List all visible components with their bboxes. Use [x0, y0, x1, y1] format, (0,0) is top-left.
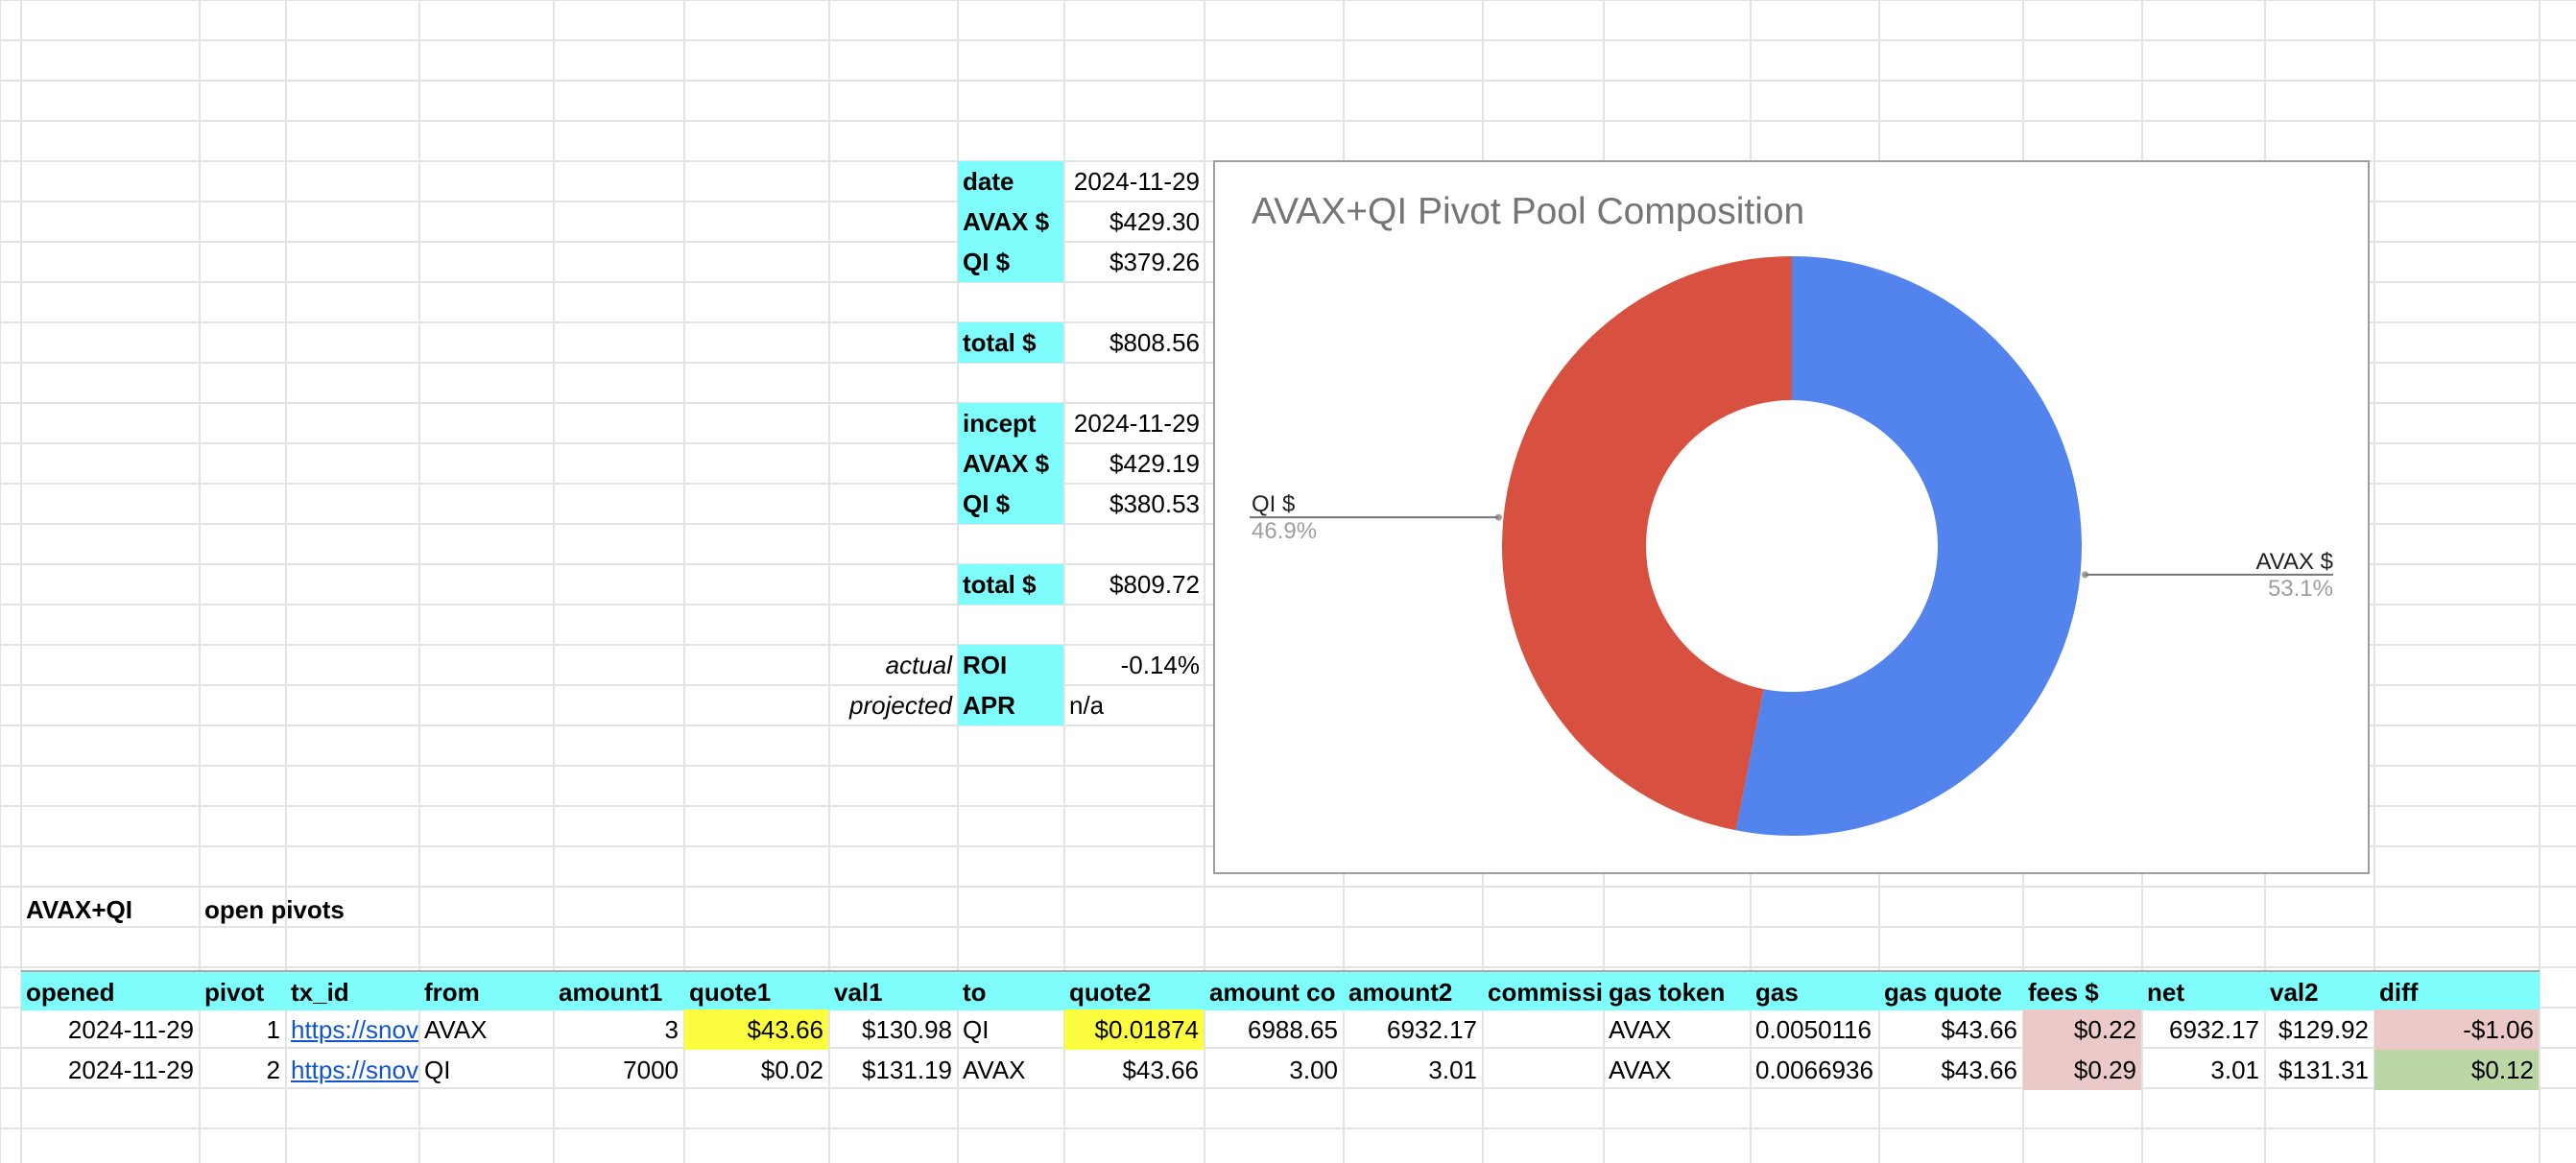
cell-val2[interactable]: $129.92	[2278, 1015, 2369, 1044]
pair-label[interactable]: AVAX+QI	[26, 895, 133, 924]
summary-label[interactable]: date	[958, 161, 1063, 202]
summary-value[interactable]: -0.14%	[1120, 651, 1200, 679]
header-gas-token[interactable]: gas token	[1604, 970, 1751, 1010]
summary-label[interactable]: total $	[958, 564, 1063, 605]
cell-amount1[interactable]: 7000	[623, 1056, 679, 1084]
summary-qualifier[interactable]: projected	[849, 691, 952, 720]
cell-net[interactable]: 6932.17	[2169, 1015, 2259, 1044]
header-commission[interactable]: commissi	[1483, 970, 1604, 1010]
cell-diff[interactable]: $0.12	[2374, 1050, 2539, 1090]
summary-label[interactable]: QI $	[958, 484, 1063, 524]
summary-qualifier[interactable]	[684, 161, 957, 202]
cell-fees[interactable]: $0.29	[2023, 1050, 2141, 1090]
header-quote2[interactable]: quote2	[1064, 970, 1205, 1010]
leader-dot	[2082, 571, 2089, 579]
cell-pivot[interactable]: 2	[266, 1056, 280, 1084]
summary-qualifier[interactable]	[684, 242, 957, 282]
cell-quote2[interactable]: $0.01874	[1064, 1009, 1204, 1050]
donut-chart-svg: AVAX $53.1% QI $46.9%	[1250, 256, 2333, 836]
header-amount2[interactable]: amount2	[1344, 970, 1483, 1010]
slice-avax	[1735, 256, 2082, 836]
summary-label[interactable]: AVAX $	[958, 443, 1063, 484]
cell-val1[interactable]: $131.19	[862, 1056, 952, 1084]
cell-quote2[interactable]: $43.66	[1122, 1056, 1199, 1084]
cell-diff[interactable]: -$1.06	[2374, 1009, 2539, 1050]
summary-value[interactable]: $809.72	[1109, 570, 1200, 599]
header-to[interactable]: to	[958, 970, 1064, 1010]
header-net[interactable]: net	[2142, 970, 2265, 1010]
slice-percent: 46.9%	[1252, 518, 1317, 544]
cell-gas[interactable]: 0.0066936	[1755, 1056, 1873, 1084]
summary-label[interactable]: ROI	[958, 645, 1063, 685]
header-val1[interactable]: val1	[829, 970, 958, 1010]
cell-pivot[interactable]: 1	[266, 1015, 280, 1044]
cell-gas[interactable]: 0.0050116	[1755, 1015, 1872, 1044]
slice-label: AVAX $	[2256, 549, 2333, 575]
header-fees[interactable]: fees $	[2023, 970, 2142, 1010]
header-diff[interactable]: diff	[2374, 970, 2540, 1010]
summary-qualifier[interactable]	[684, 202, 957, 242]
cell-val2[interactable]: $131.31	[2278, 1056, 2369, 1084]
cell-gas-quote[interactable]: $43.66	[1941, 1015, 2017, 1044]
slice-label: QI $	[1252, 491, 1295, 517]
slice-percent: 53.1%	[2268, 576, 2333, 602]
summary-qualifier[interactable]	[684, 322, 957, 363]
header-quote1[interactable]: quote1	[684, 970, 829, 1010]
summary-value[interactable]: $379.26	[1109, 248, 1200, 276]
cell-quote1[interactable]: $0.02	[760, 1056, 823, 1084]
summary-value[interactable]: $429.19	[1109, 449, 1200, 478]
summary-value[interactable]: n/a	[1069, 691, 1105, 720]
cell-gas-token[interactable]: AVAX	[1609, 1056, 1672, 1084]
summary-label[interactable]: total $	[958, 322, 1063, 363]
cell-opened[interactable]: 2024-11-29	[67, 1056, 194, 1084]
summary-value[interactable]: $808.56	[1109, 328, 1200, 357]
summary-value[interactable]: $429.30	[1109, 207, 1200, 236]
summary-qualifier[interactable]	[684, 443, 957, 484]
cell-amount1[interactable]: 3	[664, 1015, 679, 1044]
summary-label[interactable]: QI $	[958, 242, 1063, 282]
summary-label[interactable]: incept	[958, 403, 1063, 443]
summary-value[interactable]: 2024-11-29	[1073, 409, 1200, 438]
cell-amount2[interactable]: 6932.17	[1387, 1015, 1477, 1044]
cell-val1[interactable]: $130.98	[862, 1015, 952, 1044]
cell-commission[interactable]	[1483, 1050, 1603, 1090]
cell-fees[interactable]: $0.22	[2023, 1009, 2141, 1050]
summary-qualifier[interactable]	[684, 564, 957, 605]
cell-from[interactable]: AVAX	[424, 1015, 488, 1044]
pool-composition-chart[interactable]: AVAX+QI Pivot Pool Composition AVAX $53.…	[1213, 160, 2370, 874]
chart-title: AVAX+QI Pivot Pool Composition	[1252, 191, 1805, 232]
cell-commission[interactable]	[1483, 1009, 1603, 1050]
cell-gas-quote[interactable]: $43.66	[1941, 1056, 2017, 1084]
summary-value[interactable]: 2024-11-29	[1073, 167, 1200, 196]
summary-label[interactable]: AVAX $	[958, 202, 1063, 242]
header-amount1[interactable]: amount1	[554, 970, 684, 1010]
tx-link[interactable]: https://snov	[291, 1056, 418, 1084]
cell-amount-co[interactable]: 6988.65	[1248, 1015, 1338, 1044]
tx-link[interactable]: https://snov	[291, 1015, 418, 1044]
cell-to[interactable]: AVAX	[963, 1056, 1026, 1084]
cell-opened[interactable]: 2024-11-29	[67, 1015, 194, 1044]
summary-qualifier[interactable]	[684, 484, 957, 524]
header-pivot[interactable]: pivot	[200, 970, 286, 1010]
summary-qualifier[interactable]	[684, 403, 957, 443]
cell-quote1[interactable]: $43.66	[684, 1009, 828, 1050]
cell-amount-co[interactable]: 3.00	[1289, 1056, 1338, 1084]
header-val2[interactable]: val2	[2265, 970, 2374, 1010]
summary-value[interactable]: $380.53	[1109, 489, 1200, 518]
cell-from[interactable]: QI	[424, 1056, 451, 1084]
summary-label[interactable]: APR	[958, 685, 1063, 725]
slice-qi	[1502, 256, 1792, 831]
cell-to[interactable]: QI	[963, 1015, 990, 1044]
header-from[interactable]: from	[419, 970, 554, 1010]
section-title[interactable]: open pivots	[204, 895, 345, 924]
header-tx-id[interactable]: tx_id	[286, 970, 419, 1010]
header-gas-quote[interactable]: gas quote	[1879, 970, 2023, 1010]
cell-amount2[interactable]: 3.01	[1428, 1056, 1477, 1084]
cell-net[interactable]: 3.01	[2210, 1056, 2259, 1084]
header-opened[interactable]: opened	[21, 970, 200, 1010]
cell-gas-token[interactable]: AVAX	[1609, 1015, 1672, 1044]
header-gas[interactable]: gas	[1751, 970, 1879, 1010]
summary-qualifier[interactable]: actual	[885, 651, 952, 679]
header-amount-co[interactable]: amount co	[1205, 970, 1344, 1010]
